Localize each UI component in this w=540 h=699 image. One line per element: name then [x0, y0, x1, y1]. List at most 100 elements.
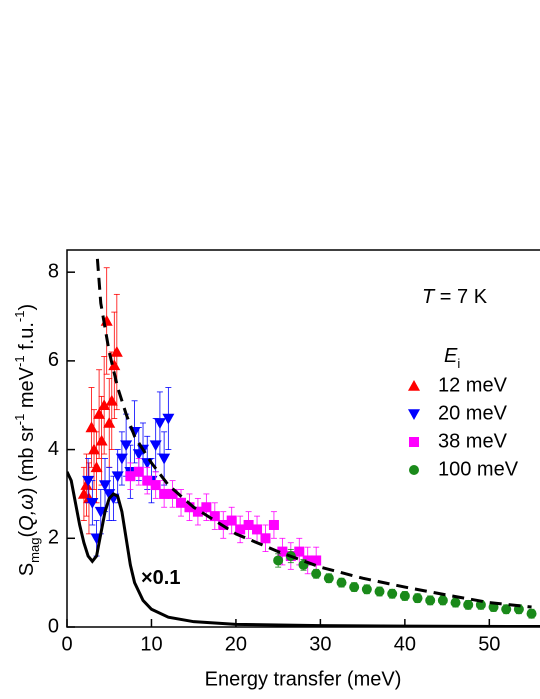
marker — [192, 506, 203, 517]
fit-line — [95, 258, 532, 609]
x-tick-label: 50 — [478, 633, 500, 655]
legend-title-part: i — [457, 356, 460, 371]
y-axis-label-part: Q,ω — [16, 494, 38, 531]
y-axis-label: Smag(Q,ω) (mb sr-1 meV-1 f.u.-1) — [12, 304, 42, 576]
marker — [82, 475, 95, 487]
y-tick-label: 0 — [48, 615, 59, 637]
annotation: ×0.1 — [141, 567, 180, 589]
marker — [450, 597, 461, 608]
marker — [475, 599, 486, 610]
marker — [110, 346, 123, 357]
y-axis-label-part: -1 — [12, 355, 27, 367]
legend-marker — [408, 380, 420, 391]
y-axis-label-part: -1 — [12, 414, 27, 426]
legend-title: Ei — [444, 345, 460, 371]
marker — [374, 586, 385, 597]
marker — [235, 524, 246, 535]
marker — [120, 440, 133, 452]
marker — [273, 555, 284, 566]
marker — [95, 434, 108, 446]
y-tick-label: 2 — [48, 527, 59, 549]
marker — [184, 502, 195, 513]
x-tick-label: 20 — [225, 633, 247, 655]
marker — [77, 487, 90, 499]
marker — [243, 519, 254, 530]
marker — [98, 399, 111, 411]
marker — [323, 573, 334, 584]
y-axis-label-part: S — [16, 563, 38, 576]
y-axis-label-part: meV — [16, 366, 38, 413]
marker — [252, 524, 263, 535]
marker — [437, 595, 448, 606]
y-axis-label-part: ) (mb sr — [16, 425, 38, 494]
marker — [501, 604, 512, 615]
marker — [209, 511, 220, 522]
legend-marker — [409, 437, 419, 447]
marker — [85, 421, 98, 433]
marker — [99, 480, 112, 492]
marker — [425, 595, 436, 606]
legend-marker — [409, 465, 419, 475]
marker — [90, 461, 103, 473]
y-axis-label-part: -1 — [12, 311, 27, 323]
marker — [133, 466, 144, 477]
x-tick-label: 40 — [394, 633, 416, 655]
legend-label: 20 meV — [438, 402, 508, 424]
legend-label: 100 meV — [438, 458, 519, 480]
marker — [158, 453, 171, 465]
marker — [526, 608, 537, 619]
marker — [105, 394, 118, 406]
marker — [125, 471, 136, 482]
marker — [412, 593, 423, 604]
marker — [149, 440, 162, 452]
annotation-part: T — [422, 286, 436, 308]
marker — [176, 497, 187, 508]
y-tick-label: 4 — [48, 438, 59, 460]
annotation-part: ×0.1 — [141, 567, 180, 589]
marker — [162, 413, 175, 425]
x-tick-label: 10 — [140, 633, 162, 655]
marker — [463, 599, 474, 610]
marker — [336, 577, 347, 588]
y-axis-label-part: f.u. — [16, 322, 38, 355]
legend-label: 12 meV — [438, 374, 508, 396]
marker — [111, 471, 124, 483]
legend-marker — [408, 409, 420, 420]
x-axis-label: Energy transfer (meV) — [205, 668, 402, 690]
legend-title-part: E — [444, 345, 458, 367]
marker — [94, 506, 107, 518]
marker — [268, 519, 279, 530]
marker — [260, 533, 271, 544]
y-axis-label-part: ( — [16, 531, 38, 538]
marker — [153, 418, 166, 429]
marker — [294, 546, 305, 557]
plot-frame — [66, 249, 540, 628]
marker — [167, 488, 178, 499]
marker — [103, 416, 116, 428]
marker — [302, 555, 313, 566]
marker — [93, 408, 106, 419]
x-tick-label: 0 — [61, 633, 72, 655]
marker — [201, 502, 212, 513]
marker — [349, 582, 360, 593]
marker — [142, 475, 153, 486]
x-tick-label: 30 — [309, 633, 331, 655]
marker — [277, 546, 288, 557]
marker — [88, 443, 101, 455]
annotation-part: = 7 K — [434, 286, 487, 308]
marker — [311, 568, 322, 579]
marker — [361, 584, 372, 595]
y-tick-label: 8 — [48, 260, 59, 282]
y-tick-label: 6 — [48, 349, 59, 371]
marker — [311, 555, 322, 566]
marker — [80, 479, 93, 490]
annotation: T = 7 K — [422, 286, 488, 308]
plot-area — [67, 258, 540, 627]
marker — [150, 480, 161, 491]
y-axis-label-part: ) — [16, 304, 38, 311]
y-axis-label-part: mag — [27, 538, 42, 563]
marker — [399, 590, 410, 601]
marker — [387, 588, 398, 599]
marker — [108, 359, 121, 371]
